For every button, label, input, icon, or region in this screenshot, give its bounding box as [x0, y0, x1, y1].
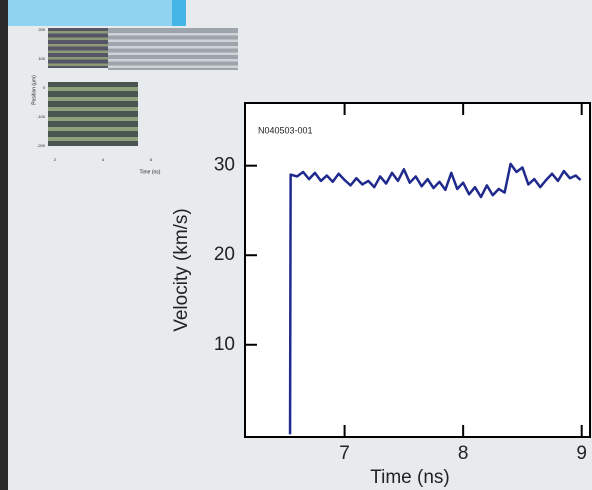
inset-y-label: Position (μm)	[31, 75, 37, 105]
blue-tab	[8, 0, 186, 26]
inset-y-tick-label: 100	[38, 56, 45, 61]
x-tick-label: 7	[339, 443, 350, 464]
y-tick-label: 30	[214, 155, 235, 176]
x-tick-label: 8	[458, 443, 469, 464]
stripe	[48, 31, 108, 34]
annotation: N040503-001	[258, 125, 313, 135]
inset-x-label: Time (ns)	[140, 169, 161, 175]
stripe	[108, 66, 238, 69]
x-axis-label: Time (ns)	[370, 467, 450, 488]
stripe	[108, 46, 238, 49]
stripe	[48, 57, 108, 60]
stripe	[48, 137, 138, 141]
stripe	[48, 87, 138, 91]
stripe	[48, 64, 108, 67]
y-tick-label: 20	[214, 244, 235, 265]
blue-tab-edge	[172, 0, 186, 26]
x-tick-label: 9	[576, 443, 587, 464]
stripe	[48, 97, 138, 101]
page: N040503-001 Time (ns) Velocity (km/s) Po…	[0, 0, 592, 490]
stripe	[48, 44, 108, 47]
stripe	[108, 40, 238, 43]
stripe	[108, 33, 238, 36]
stripe	[48, 51, 108, 54]
inset-y-tick-label: -100	[37, 114, 46, 119]
streak-early	[48, 28, 108, 68]
stripe	[48, 117, 138, 121]
inset-y-tick-label: -200	[37, 143, 46, 148]
plot-area	[245, 103, 590, 437]
y-tick-label: 10	[214, 334, 235, 355]
stripe	[108, 59, 238, 62]
left-border	[0, 0, 8, 490]
stripe	[48, 38, 108, 41]
stripe	[48, 127, 138, 131]
y-axis-label: Velocity (km/s)	[171, 208, 192, 332]
figure: N040503-001 Time (ns) Velocity (km/s) Po…	[0, 0, 592, 490]
stripe	[48, 107, 138, 111]
streak-lower	[48, 82, 138, 146]
inset-y-tick-label: 200	[38, 27, 45, 32]
stripe	[108, 53, 238, 56]
